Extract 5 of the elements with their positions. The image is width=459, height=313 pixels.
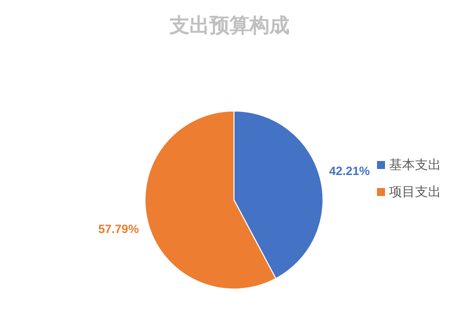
data-label: 57.79% — [98, 222, 140, 236]
chart-title: 支出预算构成 — [168, 12, 290, 39]
data-label: 42.21% — [329, 164, 370, 178]
legend-label: 项目支出 — [389, 185, 441, 200]
legend-label: 基本支出 — [389, 158, 441, 173]
